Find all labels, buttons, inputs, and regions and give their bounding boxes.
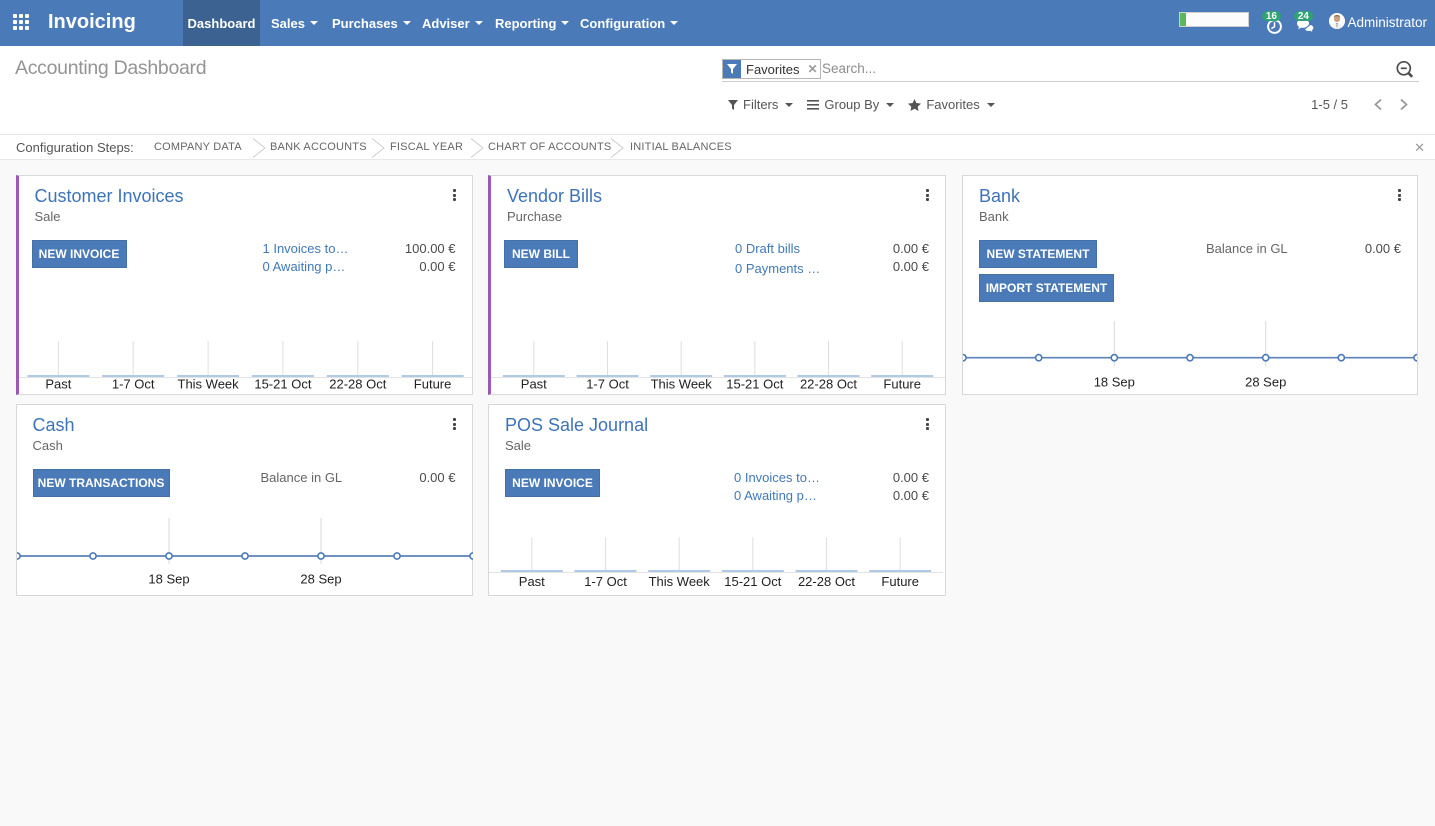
svg-text:22-28 Oct: 22-28 Oct [798, 574, 855, 589]
svg-text:This Week: This Week [649, 574, 711, 589]
svg-text:This Week: This Week [651, 377, 713, 392]
svg-text:Future: Future [413, 377, 451, 392]
svg-text:Past: Past [521, 377, 547, 392]
svg-text:1-7 Oct: 1-7 Oct [111, 377, 154, 392]
svg-text:28 Sep: 28 Sep [1245, 375, 1286, 390]
svg-text:1-7 Oct: 1-7 Oct [586, 377, 629, 392]
svg-text:1-7 Oct: 1-7 Oct [584, 574, 627, 589]
svg-text:Future: Future [881, 574, 919, 589]
svg-text:Past: Past [519, 574, 545, 589]
svg-text:15-21 Oct: 15-21 Oct [254, 377, 311, 392]
svg-text:22-28 Oct: 22-28 Oct [800, 377, 857, 392]
svg-text:Future: Future [883, 377, 921, 392]
svg-text:18 Sep: 18 Sep [1094, 375, 1135, 390]
svg-text:18 Sep: 18 Sep [148, 572, 189, 587]
svg-text:Past: Past [45, 377, 71, 392]
svg-text:28 Sep: 28 Sep [300, 572, 341, 587]
svg-text:15-21 Oct: 15-21 Oct [724, 574, 781, 589]
svg-text:This Week: This Week [177, 377, 239, 392]
svg-text:22-28 Oct: 22-28 Oct [329, 377, 386, 392]
svg-text:15-21 Oct: 15-21 Oct [726, 377, 783, 392]
